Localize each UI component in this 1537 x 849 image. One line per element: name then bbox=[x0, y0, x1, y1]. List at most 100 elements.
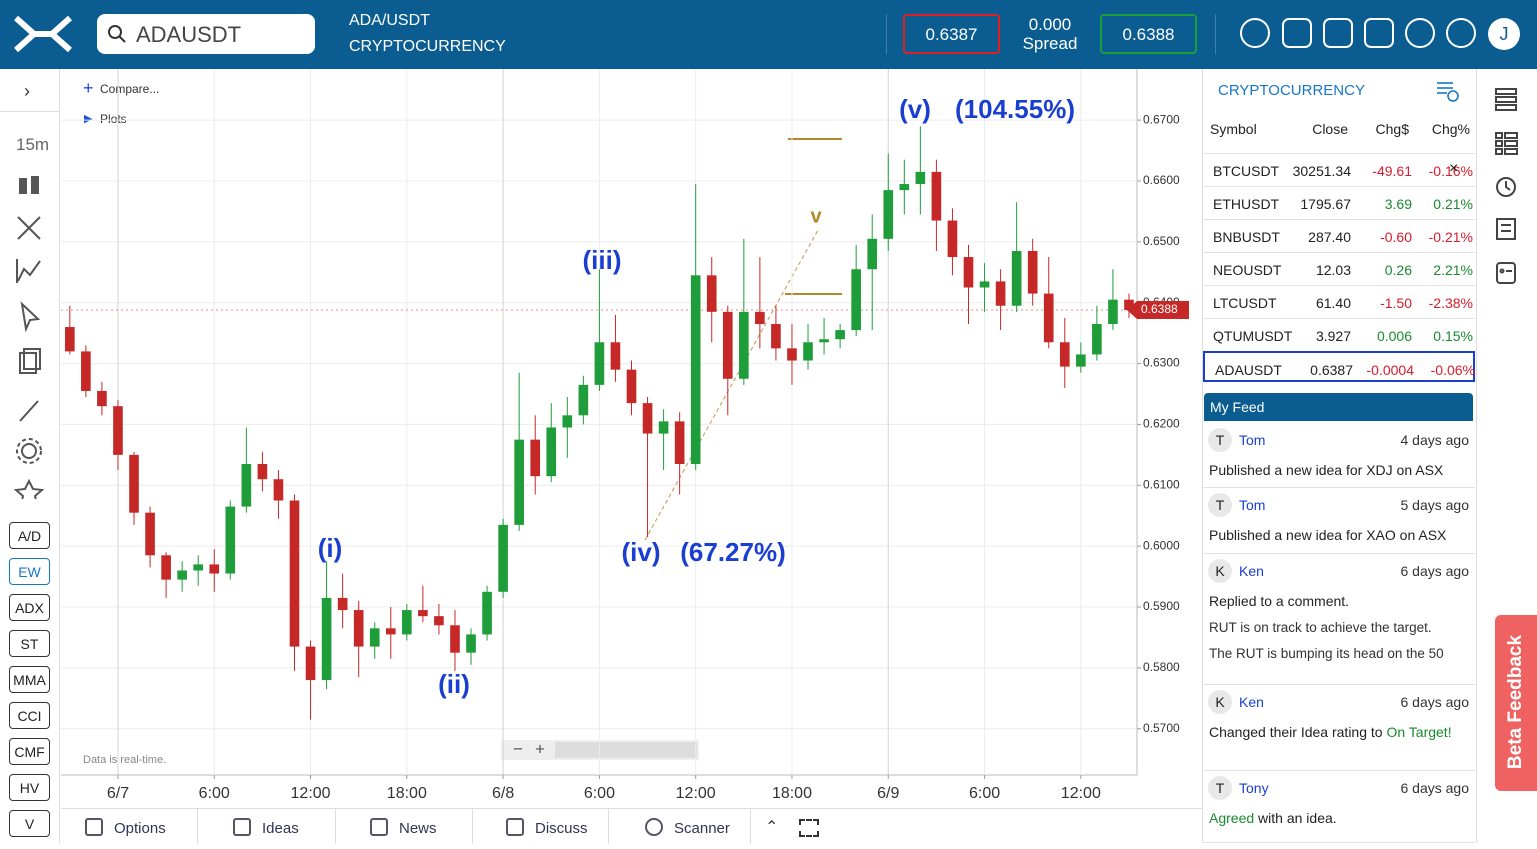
candle-body bbox=[385, 628, 396, 635]
user[interactable]: Ken bbox=[1239, 694, 1264, 710]
feed-text: Published a new idea for XAO on ASX bbox=[1209, 525, 1471, 546]
candle-body bbox=[402, 610, 412, 635]
logo[interactable] bbox=[14, 14, 72, 54]
candle-body bbox=[418, 610, 428, 617]
watchlist-row[interactable]: NEOUSDT 12.03 0.26 2.21% bbox=[1203, 252, 1475, 285]
bars-icon[interactable] bbox=[1364, 18, 1394, 48]
ideas-icon[interactable] bbox=[1240, 18, 1270, 48]
tab-label: News bbox=[399, 820, 437, 837]
candle-body bbox=[209, 564, 220, 574]
feed-text: Replied to a comment. bbox=[1209, 591, 1471, 612]
indicator-button[interactable]: MMA bbox=[9, 666, 50, 693]
cell: 287.40 bbox=[1308, 229, 1351, 245]
add-list[interactable] bbox=[1436, 80, 1460, 102]
left-toolbar: › 15m A/D EW ADX ST MMA CCI CMF HV V bbox=[0, 69, 60, 843]
indicator-button[interactable]: HV bbox=[9, 774, 50, 801]
y-tick-label: 0.6100 bbox=[1143, 477, 1180, 491]
zoom-out[interactable]: − bbox=[513, 739, 523, 758]
tab[interactable]: Ideas bbox=[199, 809, 336, 844]
wave-label: (67.27%) bbox=[680, 537, 786, 567]
wave-label: (104.55%) bbox=[955, 94, 1075, 124]
watchlist-row[interactable]: BTCUSDT 30251.34 -49.61 -0.16% × bbox=[1203, 153, 1475, 186]
popout[interactable] bbox=[799, 819, 819, 837]
indicator-button[interactable]: ST bbox=[9, 630, 50, 657]
x-tick-label: 6/7 bbox=[107, 785, 129, 802]
cell: 61.40 bbox=[1315, 295, 1351, 311]
cell: LTCUSDT bbox=[1213, 295, 1277, 311]
avatar: T bbox=[1208, 776, 1232, 800]
cell: -2.38% bbox=[1428, 295, 1473, 311]
ask-button[interactable]: 0.6388 bbox=[1100, 14, 1197, 54]
beta-feedback[interactable]: Beta Feedback bbox=[1495, 615, 1537, 791]
indicator-button[interactable]: CCI bbox=[9, 702, 50, 729]
watchlist-row[interactable]: BNBUSDT 287.40 -0.60 -0.21% bbox=[1203, 219, 1475, 252]
cell: BNBUSDT bbox=[1213, 229, 1280, 245]
plus[interactable]: + bbox=[83, 78, 94, 98]
candle-body bbox=[514, 439, 524, 525]
watchlist-row[interactable]: ADAUSDT 0.6387 -0.0004 -0.06% bbox=[1203, 351, 1475, 382]
expand[interactable]: › bbox=[24, 81, 30, 101]
watchlist-row[interactable]: LTCUSDT 61.40 -1.50 -2.38% bbox=[1203, 285, 1475, 318]
tab[interactable]: Options bbox=[61, 809, 198, 844]
indicator-button[interactable]: EW bbox=[9, 558, 50, 585]
tab-label: Scanner bbox=[674, 820, 730, 837]
cell: 0.6387 bbox=[1310, 362, 1353, 378]
watchlist-row[interactable]: QTUMUSDT 3.927 0.006 0.15% bbox=[1203, 318, 1475, 351]
indicator-button[interactable]: CMF bbox=[9, 738, 50, 765]
beta-label: Beta Feedback bbox=[1505, 634, 1526, 770]
tool-icons[interactable] bbox=[14, 169, 46, 499]
pair: ADA/USDT bbox=[349, 12, 430, 29]
interval[interactable]: 15m bbox=[16, 135, 50, 154]
x-tick-label: 6:00 bbox=[969, 785, 1000, 802]
candle-body bbox=[225, 506, 236, 574]
candle-body bbox=[97, 390, 107, 407]
candle-body bbox=[690, 275, 701, 464]
x-tick-label: 6/8 bbox=[492, 785, 514, 802]
arrow[interactable]: ▶ bbox=[84, 113, 93, 125]
tab[interactable]: News bbox=[336, 809, 473, 844]
indicator-button[interactable]: ADX bbox=[9, 594, 50, 621]
tab[interactable]: Scanner bbox=[611, 809, 751, 844]
y-tick-label: 0.6500 bbox=[1143, 234, 1180, 248]
avatar: K bbox=[1208, 690, 1232, 714]
indicator-button[interactable]: A/D bbox=[9, 522, 50, 549]
x-tick-label: 12:00 bbox=[1061, 785, 1101, 802]
signal-icon[interactable] bbox=[1405, 18, 1435, 48]
cell: ADAUSDT bbox=[1215, 362, 1282, 378]
wave-label: (i) bbox=[318, 533, 343, 563]
x-tick-label: 12:00 bbox=[676, 785, 716, 802]
user[interactable]: Tom bbox=[1239, 432, 1266, 448]
candle-body bbox=[434, 616, 444, 626]
candle-body bbox=[979, 281, 990, 288]
people-icon[interactable] bbox=[1282, 18, 1312, 48]
cell: BTCUSDT bbox=[1213, 163, 1280, 179]
rail-icons[interactable] bbox=[1493, 85, 1521, 285]
bid-button[interactable]: 0.6387 bbox=[903, 14, 1000, 54]
candle-body bbox=[1092, 324, 1102, 355]
column-header: Chg% bbox=[1431, 121, 1470, 137]
user[interactable]: Tom bbox=[1239, 497, 1266, 513]
compare[interactable]: Compare... bbox=[100, 82, 159, 96]
y-tick-label: 0.5700 bbox=[1143, 721, 1180, 735]
x-tick-label: 18:00 bbox=[772, 785, 812, 802]
collapse[interactable]: ⌃ bbox=[765, 819, 779, 836]
candle-body bbox=[1124, 299, 1134, 311]
zoom-in[interactable]: + bbox=[535, 739, 545, 758]
user[interactable]: Ken bbox=[1239, 563, 1264, 579]
pie-icon[interactable] bbox=[1446, 18, 1476, 48]
user-avatar[interactable]: J bbox=[1488, 18, 1520, 50]
watchlist-row[interactable]: ETHUSDT 1795.67 3.69 0.21% bbox=[1203, 186, 1475, 219]
chart-icon[interactable] bbox=[1323, 18, 1353, 48]
column-header: Close bbox=[1312, 121, 1348, 137]
feed-title: My Feed bbox=[1204, 393, 1473, 421]
watchlist-title: CRYPTOCURRENCY bbox=[1218, 82, 1365, 99]
search-box[interactable]: ADAUSDT bbox=[97, 14, 315, 54]
cell: -0.06% bbox=[1430, 362, 1475, 378]
cell: -0.16% bbox=[1428, 163, 1473, 179]
candle-body bbox=[883, 190, 894, 239]
user[interactable]: Tony bbox=[1239, 780, 1269, 796]
tab[interactable]: Discuss bbox=[472, 809, 609, 844]
indicator-button[interactable]: V bbox=[9, 810, 50, 837]
plots[interactable]: Plots bbox=[100, 112, 127, 126]
remove[interactable]: × bbox=[1449, 160, 1459, 177]
